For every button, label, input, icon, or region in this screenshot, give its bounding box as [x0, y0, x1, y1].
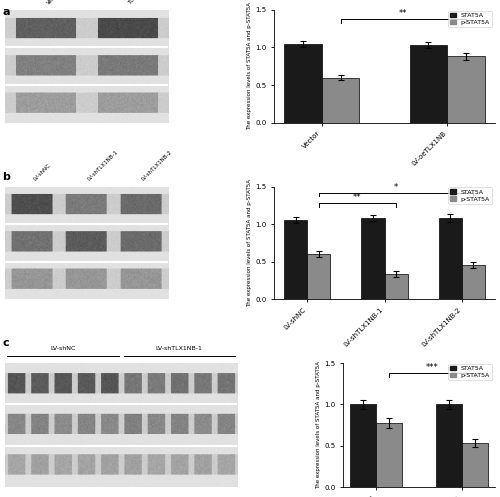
Legend: STAT5A, p-STAT5A: STAT5A, p-STAT5A — [448, 187, 492, 204]
Legend: STAT5A, p-STAT5A: STAT5A, p-STAT5A — [448, 11, 492, 27]
Text: *: * — [394, 183, 398, 192]
Text: Vector: Vector — [46, 0, 62, 5]
Bar — [448, 57, 485, 123]
Bar — [362, 218, 384, 299]
Text: b: b — [2, 172, 10, 182]
Bar — [384, 274, 407, 299]
Text: LV-shTLX1NB-2: LV-shTLX1NB-2 — [141, 150, 174, 182]
Bar — [436, 405, 462, 487]
Text: LV-shTLX1NB-1: LV-shTLX1NB-1 — [156, 346, 202, 351]
Text: LV-shNC: LV-shNC — [50, 346, 76, 351]
Bar — [438, 218, 462, 299]
Text: LV-shTLX1NB-1: LV-shTLX1NB-1 — [86, 150, 119, 182]
Bar — [462, 265, 485, 299]
Y-axis label: The expression levels of STAT5A and p-STAT5A: The expression levels of STAT5A and p-ST… — [248, 179, 252, 307]
Bar — [322, 78, 360, 123]
Bar — [376, 422, 402, 487]
Text: **: ** — [353, 193, 362, 202]
Bar — [284, 44, 322, 123]
Y-axis label: The expression levels of STAT5A and p-STAT5A: The expression levels of STAT5A and p-ST… — [316, 361, 322, 489]
Legend: STAT5A, p-STAT5A: STAT5A, p-STAT5A — [448, 364, 492, 380]
Bar — [307, 254, 330, 299]
Bar — [284, 220, 307, 299]
Y-axis label: The expression levels of STAT5A and p-STAT5A: The expression levels of STAT5A and p-ST… — [248, 2, 252, 130]
Bar — [350, 405, 376, 487]
Text: ***: *** — [426, 363, 438, 372]
Text: a: a — [2, 7, 10, 17]
Text: c: c — [2, 338, 9, 348]
Text: TLX1NB-LV: TLX1NB-LV — [128, 0, 152, 5]
Text: **: ** — [399, 9, 407, 18]
Bar — [462, 443, 488, 487]
Text: LV-shNC: LV-shNC — [32, 163, 52, 182]
Bar — [410, 45, 448, 123]
